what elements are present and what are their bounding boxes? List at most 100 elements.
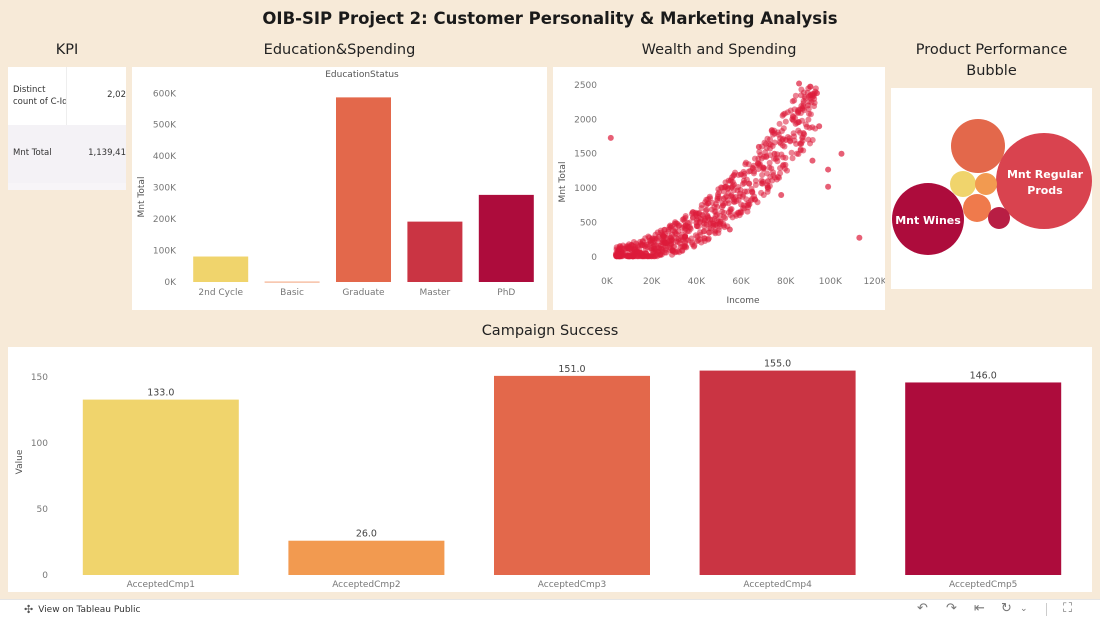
- scatter-point[interactable]: [759, 172, 766, 179]
- scatter-point[interactable]: [751, 155, 758, 162]
- scatter-point[interactable]: [735, 184, 742, 191]
- scatter-point[interactable]: [678, 247, 685, 254]
- scatter-point[interactable]: [626, 241, 633, 248]
- undo-icon[interactable]: ↶: [917, 601, 928, 616]
- scatter-point[interactable]: [727, 206, 734, 213]
- scatter-point[interactable]: [825, 166, 832, 173]
- scatter-point[interactable]: [770, 172, 777, 179]
- scatter-point[interactable]: [809, 157, 816, 164]
- bar[interactable]: [699, 370, 856, 575]
- bar[interactable]: [336, 97, 391, 282]
- product-bubble-chart[interactable]: Mnt Wines Mnt Regular Prods: [891, 88, 1092, 289]
- scatter-point[interactable]: [798, 139, 805, 146]
- scatter-point[interactable]: [805, 116, 812, 123]
- scatter-point[interactable]: [701, 237, 708, 244]
- bubble[interactable]: [963, 194, 991, 222]
- scatter-point[interactable]: [668, 238, 675, 245]
- scatter-point[interactable]: [798, 103, 805, 110]
- bar[interactable]: [494, 375, 650, 575]
- scatter-point[interactable]: [750, 168, 757, 175]
- scatter-point[interactable]: [707, 225, 714, 232]
- scatter-point[interactable]: [755, 143, 762, 150]
- scatter-point[interactable]: [720, 220, 727, 227]
- scatter-point[interactable]: [693, 219, 700, 226]
- scatter-point[interactable]: [693, 211, 700, 218]
- scatter-point[interactable]: [714, 217, 721, 224]
- scatter-point[interactable]: [752, 177, 759, 184]
- refresh-icon[interactable]: ↻: [1001, 601, 1012, 616]
- scatter-point[interactable]: [625, 253, 632, 260]
- bubble[interactable]: [975, 173, 997, 195]
- scatter-point[interactable]: [695, 237, 702, 244]
- scatter-point[interactable]: [768, 127, 775, 134]
- bar[interactable]: [264, 281, 320, 283]
- bar[interactable]: [288, 540, 445, 575]
- scatter-point[interactable]: [811, 95, 818, 102]
- bar[interactable]: [82, 399, 239, 575]
- bar[interactable]: [478, 194, 534, 282]
- scatter-point[interactable]: [787, 107, 794, 114]
- scatter-point[interactable]: [780, 161, 787, 168]
- scatter-point[interactable]: [796, 80, 803, 87]
- scatter-point[interactable]: [671, 243, 677, 250]
- scatter-point[interactable]: [746, 201, 753, 208]
- scatter-point[interactable]: [690, 243, 697, 250]
- scatter-point[interactable]: [704, 212, 711, 219]
- wealth-scatter-chart[interactable]: Mnt Total Income 0 500 1000 1500 2000 2500 0K 2…: [553, 67, 888, 310]
- scatter-point[interactable]: [764, 178, 771, 185]
- scatter-point[interactable]: [770, 131, 777, 138]
- scatter-point[interactable]: [718, 184, 725, 191]
- scatter-point[interactable]: [782, 136, 789, 143]
- scatter-point[interactable]: [758, 189, 765, 196]
- scatter-point[interactable]: [856, 234, 863, 241]
- scatter-point[interactable]: [789, 155, 796, 162]
- bubble[interactable]: [950, 171, 976, 197]
- scatter-point[interactable]: [805, 102, 811, 109]
- scatter-point[interactable]: [632, 253, 639, 260]
- scatter-point[interactable]: [795, 108, 802, 115]
- scatter-point[interactable]: [722, 215, 729, 222]
- scatter-point[interactable]: [729, 214, 736, 221]
- scatter-point[interactable]: [703, 221, 710, 228]
- scatter-point[interactable]: [772, 155, 779, 162]
- scatter-point[interactable]: [779, 142, 786, 149]
- scatter-point[interactable]: [813, 90, 820, 97]
- scatter-point[interactable]: [658, 251, 665, 258]
- scatter-point[interactable]: [722, 194, 729, 201]
- bubble[interactable]: [951, 119, 1005, 173]
- scatter-point[interactable]: [659, 232, 666, 239]
- scatter-point[interactable]: [685, 228, 692, 235]
- scatter-point[interactable]: [739, 180, 746, 187]
- scatter-point[interactable]: [743, 196, 750, 203]
- bubble[interactable]: [988, 207, 1010, 229]
- scatter-point[interactable]: [789, 116, 796, 123]
- scatter-point[interactable]: [800, 89, 807, 96]
- scatter-point[interactable]: [776, 174, 783, 181]
- scatter-point[interactable]: [751, 196, 758, 203]
- scatter-point[interactable]: [620, 250, 627, 257]
- kpi-row-1[interactable]: Distinct count of C-Id 2,02: [8, 67, 126, 125]
- scatter-point[interactable]: [805, 136, 812, 143]
- scatter-point[interactable]: [789, 98, 796, 105]
- scatter-point[interactable]: [715, 193, 722, 200]
- scatter-point[interactable]: [738, 171, 744, 178]
- bar[interactable]: [905, 382, 1062, 575]
- scatter-point[interactable]: [700, 228, 707, 235]
- scatter-point[interactable]: [766, 164, 773, 171]
- scatter-point[interactable]: [653, 247, 660, 254]
- scatter-point[interactable]: [688, 235, 695, 242]
- scatter-point[interactable]: [682, 214, 689, 221]
- scatter-point[interactable]: [825, 183, 832, 190]
- scatter-point[interactable]: [716, 223, 723, 230]
- scatter-point[interactable]: [792, 92, 799, 99]
- scatter-point[interactable]: [626, 245, 633, 252]
- scatter-point[interactable]: [714, 203, 721, 210]
- scatter-point[interactable]: [800, 130, 807, 137]
- scatter-point[interactable]: [741, 205, 748, 212]
- bubble-mnt-regular-prods[interactable]: [996, 133, 1092, 229]
- scatter-point[interactable]: [682, 233, 689, 240]
- scatter-point[interactable]: [673, 231, 680, 238]
- revert-icon[interactable]: ⇤: [974, 601, 985, 616]
- scatter-point[interactable]: [788, 149, 795, 156]
- scatter-point[interactable]: [639, 237, 646, 244]
